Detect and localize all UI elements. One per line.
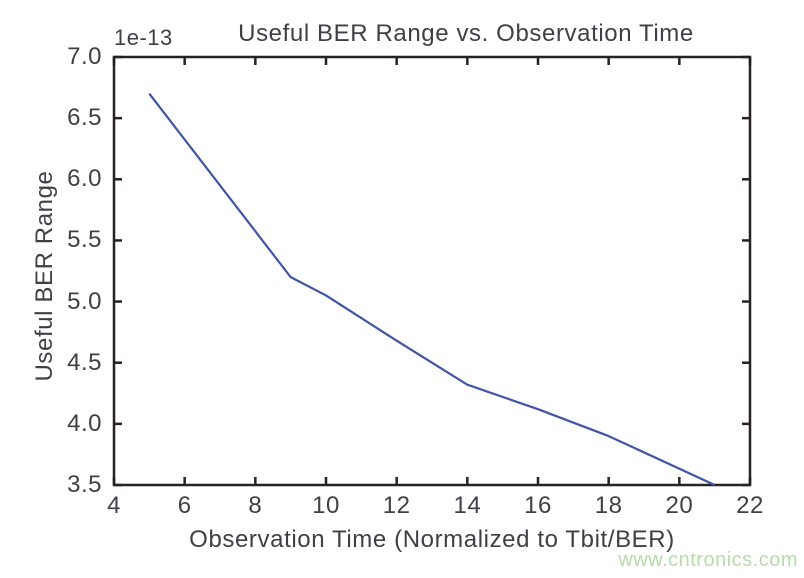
y-tick-label: 6.5 — [67, 104, 102, 132]
chart-title: Useful BER Range vs. Observation Time — [238, 20, 694, 47]
x-tick-label: 6 — [177, 492, 192, 519]
watermark: www.cntronics.com — [618, 549, 798, 571]
x-tick-label: 22 — [736, 492, 764, 519]
x-tick-label: 4 — [107, 492, 121, 519]
x-tick-label: 20 — [665, 492, 694, 519]
axes-frame — [112, 55, 752, 487]
x-tick-label: 18 — [594, 492, 623, 519]
y-axis-offset-label: 1e-13 — [114, 25, 173, 50]
x-tick-label: 8 — [248, 492, 263, 519]
y-tick-label: 5.5 — [67, 226, 102, 254]
ber-range-line — [148, 93, 716, 486]
x-tick-label: 10 — [312, 492, 340, 519]
x-tick-label: 16 — [524, 492, 552, 519]
y-tick-label: 5.0 — [67, 287, 102, 315]
y-tick-label: 6.0 — [67, 165, 102, 193]
x-axis-label: Observation Time (Normalized to Tbit/BER… — [189, 526, 675, 553]
y-tick-label: 4.5 — [67, 348, 102, 376]
y-tick-label: 3.5 — [67, 471, 102, 498]
y-tick-label: 7.0 — [67, 43, 102, 70]
x-tick-label: 12 — [382, 492, 411, 519]
x-tick-label: 14 — [453, 492, 482, 519]
y-tick-label: 4.0 — [67, 409, 102, 437]
